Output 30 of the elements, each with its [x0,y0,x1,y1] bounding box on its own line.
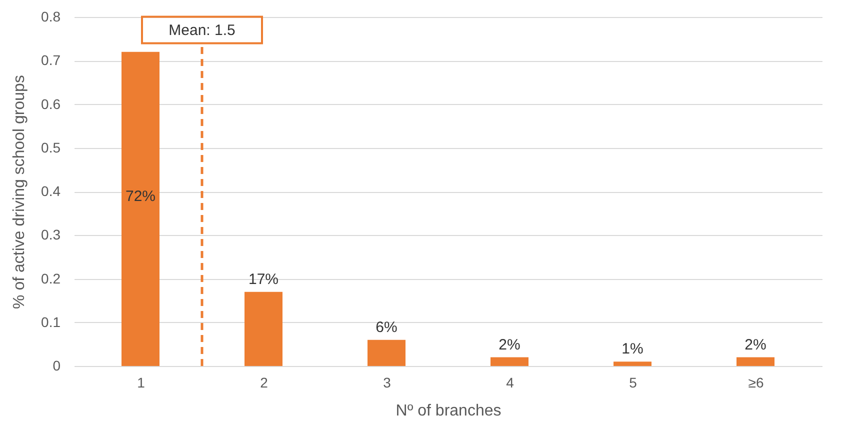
x-tick-label: ≥6 [748,374,764,390]
y-axis-title: % of active driving school groups [11,75,28,309]
y-tick-label: 0.1 [41,314,61,330]
y-tick-label: 0.6 [41,96,61,112]
y-tick-label: 0.4 [41,183,61,199]
x-axis-title: Nº of branches [396,402,502,420]
bar [614,362,652,366]
x-tick-label: 5 [629,374,638,390]
x-tick-label: 2 [260,374,268,390]
bar [122,52,160,366]
x-tick-label: 4 [506,374,514,390]
data-label: 6% [376,318,398,336]
y-tick-label: 0.5 [41,139,61,156]
x-tick-label: 1 [137,374,146,390]
x-tick-label: 3 [383,374,392,390]
y-tick-label: 0 [52,358,61,374]
data-label: 2% [744,336,766,354]
y-tick-label: 0.8 [41,8,61,24]
bar [244,292,282,366]
ref-line-label: Mean: 1.5 [168,22,236,39]
y-tick-label: 0.2 [41,270,61,286]
bar [490,357,528,366]
data-label: 2% [498,336,520,354]
y-tick-label: 0.7 [41,52,61,68]
data-label: 1% [622,340,644,358]
data-label: 17% [248,270,279,288]
bar [368,340,406,366]
data-label: 72% [125,188,156,205]
bar [736,357,774,366]
y-tick-label: 0.3 [41,226,61,243]
